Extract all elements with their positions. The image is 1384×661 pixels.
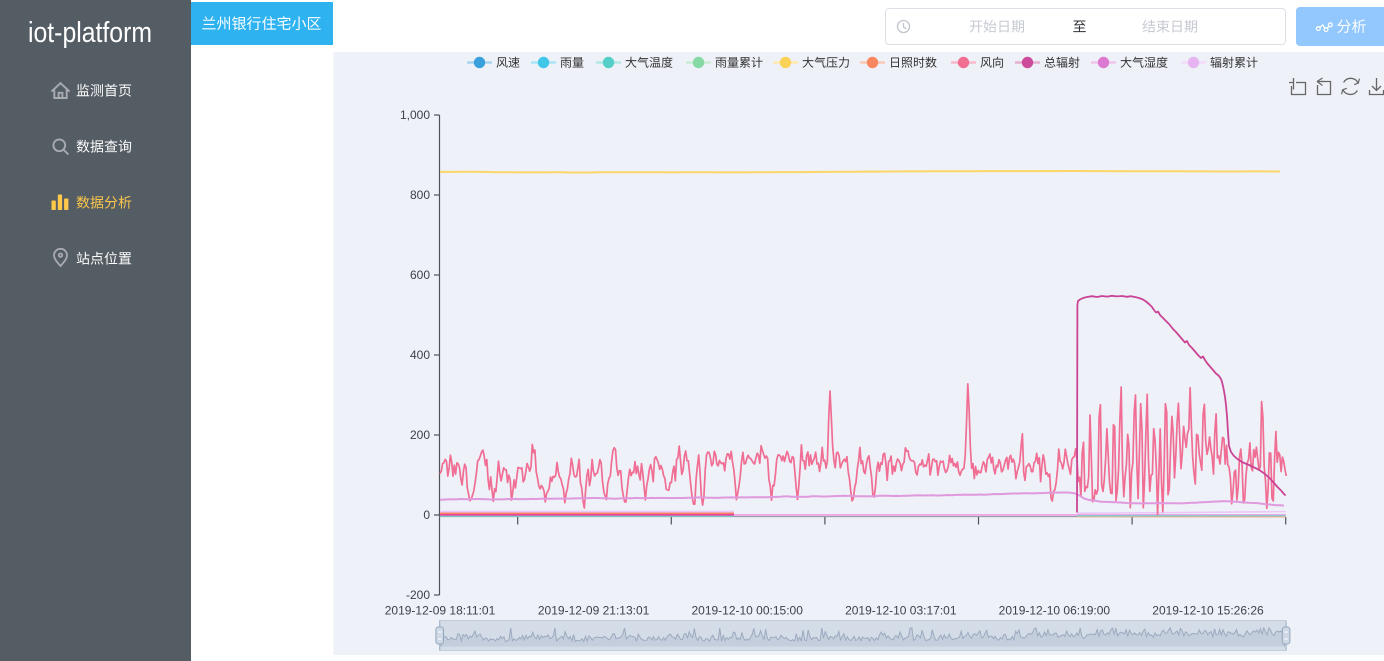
svg-text:200: 200 <box>410 428 430 442</box>
svg-text:2019-12-10 15:26:26: 2019-12-10 15:26:26 <box>1152 604 1264 618</box>
svg-text:2019-12-10 06:19:00: 2019-12-10 06:19:00 <box>999 604 1111 618</box>
svg-text:2019-12-09 21:13:01: 2019-12-09 21:13:01 <box>538 604 650 618</box>
svg-text:2019-12-09 18:11:01: 2019-12-09 18:11:01 <box>385 604 496 618</box>
svg-text:800: 800 <box>410 188 430 202</box>
svg-text:600: 600 <box>410 268 430 282</box>
svg-text:2019-12-10 03:17:01: 2019-12-10 03:17:01 <box>845 604 957 618</box>
svg-text:0: 0 <box>423 508 430 522</box>
svg-text:1,000: 1,000 <box>400 108 430 122</box>
svg-text:400: 400 <box>410 348 430 362</box>
svg-text:2019-12-10 00:15:00: 2019-12-10 00:15:00 <box>691 604 803 618</box>
svg-text:-200: -200 <box>406 588 430 602</box>
